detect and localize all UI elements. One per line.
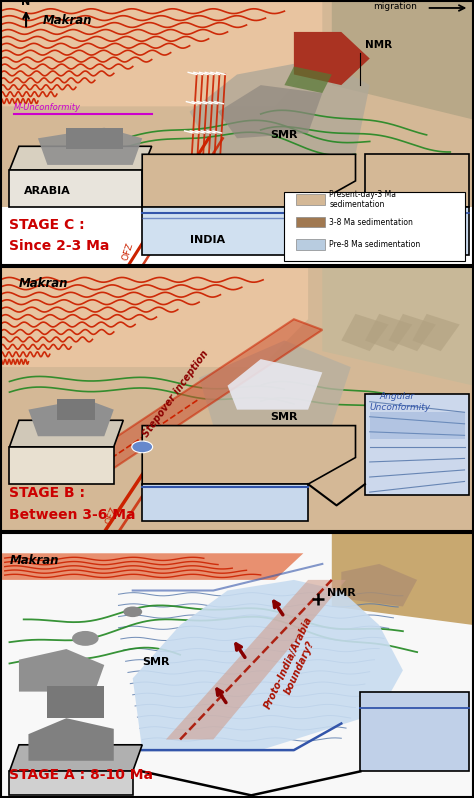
Polygon shape	[360, 692, 469, 772]
Text: migration: migration	[373, 2, 417, 11]
Polygon shape	[166, 580, 346, 740]
FancyBboxPatch shape	[284, 192, 465, 261]
Polygon shape	[294, 32, 370, 85]
Polygon shape	[9, 745, 142, 772]
Text: Present-day-3 Ma
sedimentation: Present-day-3 Ma sedimentation	[329, 190, 396, 209]
Polygon shape	[19, 649, 104, 692]
Polygon shape	[38, 128, 142, 165]
Text: Angular: Angular	[379, 392, 414, 401]
Circle shape	[132, 441, 153, 452]
Text: N: N	[21, 0, 31, 6]
Polygon shape	[0, 0, 322, 106]
Polygon shape	[142, 484, 308, 521]
Polygon shape	[142, 154, 356, 207]
Polygon shape	[0, 0, 474, 207]
Polygon shape	[9, 772, 133, 796]
Text: OFZ: OFZ	[104, 506, 119, 526]
Text: Makran: Makran	[19, 277, 68, 290]
Polygon shape	[57, 399, 95, 421]
Polygon shape	[66, 128, 123, 149]
Polygon shape	[85, 319, 322, 468]
Polygon shape	[47, 686, 104, 718]
Polygon shape	[341, 564, 417, 606]
Polygon shape	[142, 207, 308, 255]
Polygon shape	[365, 207, 469, 255]
Polygon shape	[218, 85, 322, 138]
Polygon shape	[341, 314, 389, 351]
Text: Makran: Makran	[9, 554, 59, 567]
Polygon shape	[370, 413, 465, 439]
Text: INDIA: INDIA	[190, 235, 225, 246]
Polygon shape	[322, 266, 474, 385]
Text: STAGE A : 8-10 Ma: STAGE A : 8-10 Ma	[9, 768, 154, 782]
Text: SMR: SMR	[142, 657, 170, 667]
Polygon shape	[365, 393, 469, 495]
Polygon shape	[228, 359, 322, 409]
Text: NMR: NMR	[365, 40, 392, 50]
Polygon shape	[199, 341, 351, 425]
Text: Since 2-3 Ma: Since 2-3 Ma	[9, 239, 110, 253]
Text: Between 3-6 Ma: Between 3-6 Ma	[9, 508, 136, 522]
Text: Unconformity: Unconformity	[370, 403, 431, 412]
Polygon shape	[9, 170, 142, 207]
Text: Makran: Makran	[43, 14, 92, 27]
Text: Stepover inception: Stepover inception	[141, 349, 210, 439]
Polygon shape	[284, 66, 332, 93]
Text: SMR: SMR	[270, 130, 298, 140]
Text: Proto-India/Arabia
boundary?: Proto-India/Arabia boundary?	[263, 614, 325, 715]
Text: SMR: SMR	[270, 413, 298, 422]
Polygon shape	[9, 447, 114, 484]
Polygon shape	[389, 314, 436, 351]
FancyBboxPatch shape	[0, 532, 474, 798]
Bar	[296, 217, 325, 227]
Text: M-Unconformity: M-Unconformity	[14, 104, 81, 113]
Text: 3-8 Ma sedimentation: 3-8 Ma sedimentation	[329, 218, 413, 227]
Polygon shape	[190, 58, 370, 154]
Polygon shape	[0, 553, 303, 580]
Text: OFZ: OFZ	[121, 241, 135, 262]
Polygon shape	[9, 421, 123, 447]
Polygon shape	[28, 399, 114, 437]
Text: STAGE C :: STAGE C :	[9, 218, 85, 231]
Polygon shape	[332, 532, 474, 625]
Text: ARABIA: ARABIA	[24, 186, 71, 196]
Bar	[296, 194, 325, 205]
Polygon shape	[142, 425, 356, 484]
Polygon shape	[28, 718, 114, 760]
Text: NMR: NMR	[327, 588, 356, 598]
Polygon shape	[0, 266, 308, 367]
Circle shape	[123, 606, 142, 617]
Text: STAGE B :: STAGE B :	[9, 487, 85, 500]
Polygon shape	[133, 580, 403, 750]
FancyBboxPatch shape	[0, 266, 474, 532]
Polygon shape	[9, 146, 152, 170]
Polygon shape	[332, 0, 474, 120]
Text: Pre-8 Ma sedimentation: Pre-8 Ma sedimentation	[329, 240, 421, 249]
Circle shape	[72, 631, 99, 646]
Polygon shape	[365, 154, 469, 207]
Polygon shape	[365, 314, 412, 351]
Polygon shape	[412, 314, 460, 351]
Bar	[296, 239, 325, 250]
